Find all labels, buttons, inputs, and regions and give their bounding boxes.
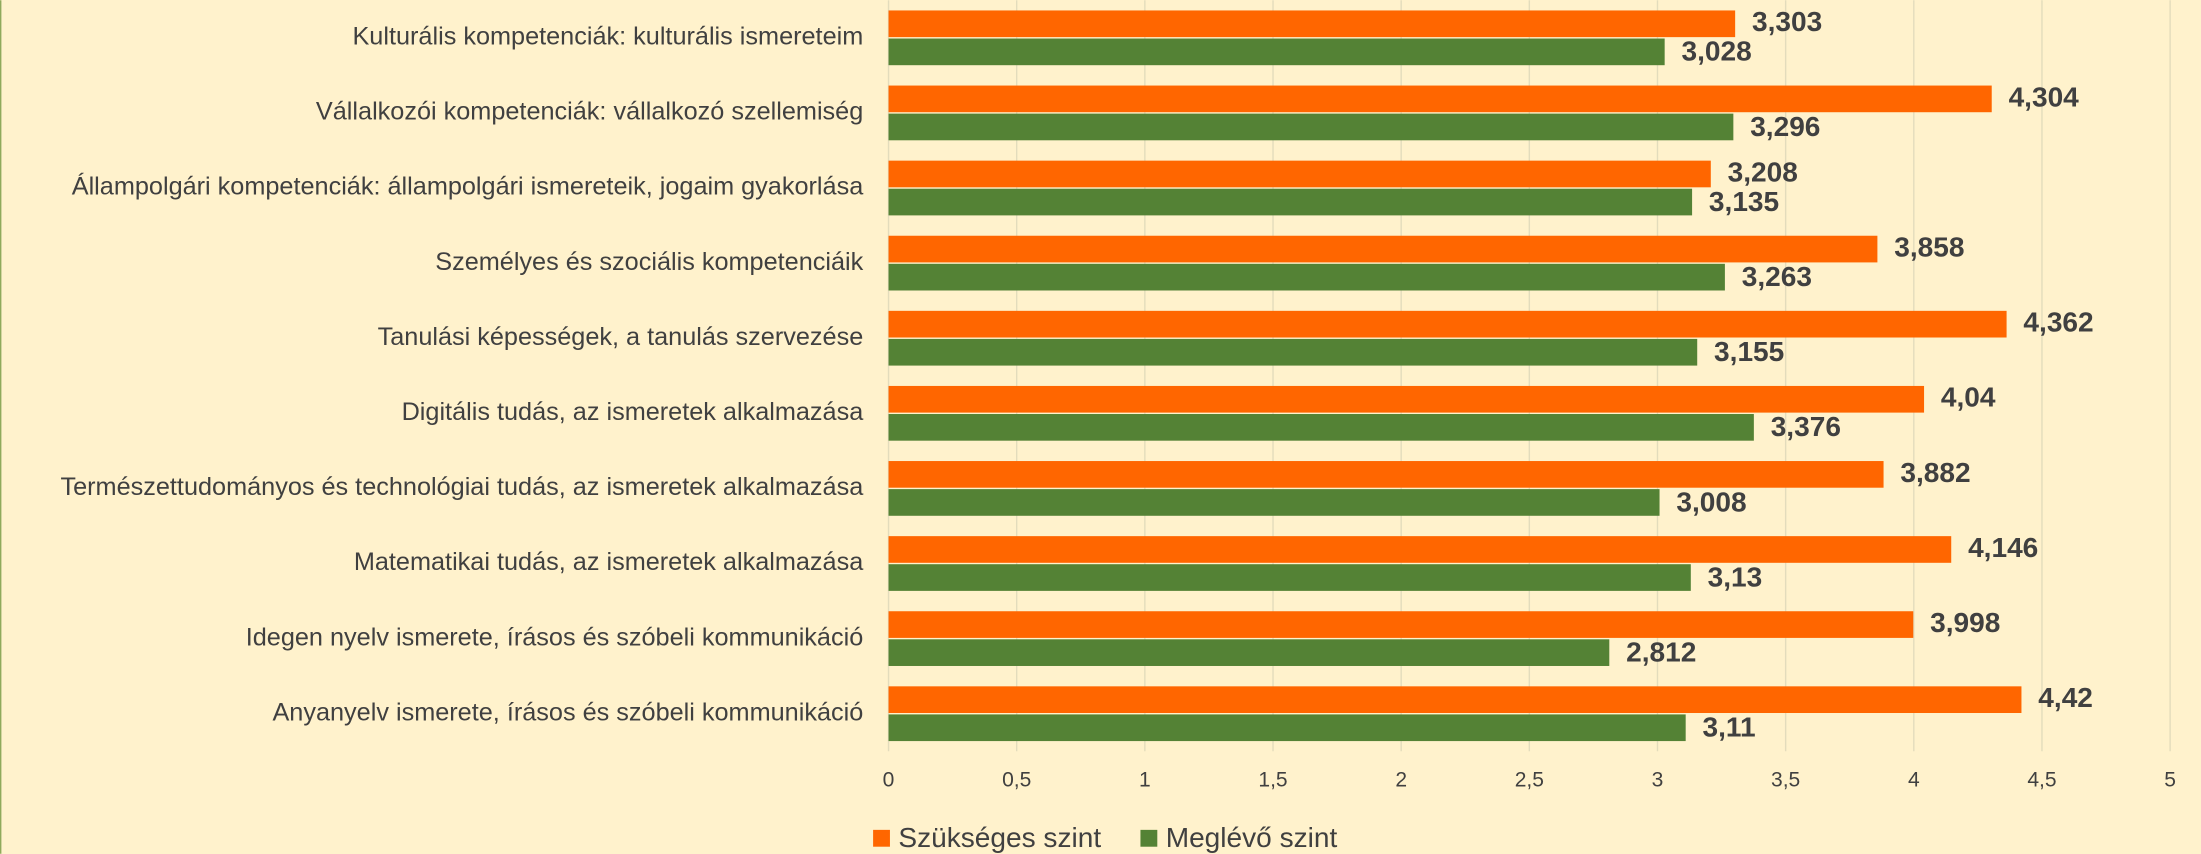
bar — [888, 639, 1610, 666]
bar — [888, 85, 1992, 113]
x-tick-label: 3 — [1652, 768, 1664, 791]
bar — [888, 714, 1686, 742]
y-tick-label: Digitális tudás, az ismeretek alkalmazás… — [402, 398, 865, 426]
bar — [888, 310, 2007, 338]
value-label: 3,008 — [1676, 486, 1746, 517]
x-tick-label: 0,5 — [1002, 768, 1031, 791]
x-tick-label: 4 — [1908, 768, 1920, 791]
value-label: 3,13 — [1708, 561, 1763, 592]
bar — [888, 536, 1952, 563]
legend-label: Szükséges szint — [898, 822, 1101, 853]
legend-swatch — [873, 829, 890, 847]
bar — [888, 611, 1914, 638]
bar — [888, 38, 1665, 66]
bar — [888, 113, 1734, 141]
value-label: 3,155 — [1714, 336, 1784, 367]
y-tick-label: Természettudományos és technológiai tudá… — [60, 473, 864, 501]
x-tick-label: 3,5 — [1771, 768, 1800, 791]
bar — [888, 489, 1660, 516]
y-tick-label: Állampolgári kompetenciák: állampolgári … — [72, 172, 864, 201]
x-tick-label: 2,5 — [1515, 768, 1544, 791]
y-tick-label: Matematikai tudás, az ismeretek alkalmaz… — [354, 548, 864, 576]
bar — [888, 160, 1711, 188]
x-tick-label: 0 — [883, 768, 895, 791]
bar — [888, 338, 1698, 366]
y-tick-label: Tanulási képességek, a tanulás szervezés… — [378, 323, 864, 351]
legend-label: Meglévő szint — [1166, 822, 1338, 853]
bar — [888, 235, 1878, 263]
x-tick-label: 5 — [2164, 768, 2176, 791]
value-label: 3,376 — [1771, 411, 1841, 442]
bar — [888, 188, 1693, 216]
x-tick-label: 4,5 — [2027, 768, 2056, 791]
value-label: 4,04 — [1941, 382, 1996, 413]
value-label: 2,812 — [1626, 636, 1696, 667]
bar — [888, 263, 1725, 291]
value-label: 3,208 — [1728, 156, 1798, 187]
value-label: 4,42 — [2038, 682, 2093, 713]
bar — [888, 385, 1925, 413]
x-tick-label: 1,5 — [1258, 768, 1287, 791]
bar — [888, 564, 1691, 591]
y-tick-label: Kulturális kompetenciák: kulturális isme… — [352, 22, 863, 50]
value-label: 4,362 — [2023, 307, 2093, 338]
x-tick-label: 1 — [1139, 768, 1151, 791]
y-tick-label: Anyanyelv ismerete, írásos és szóbeli ko… — [272, 698, 863, 726]
value-label: 3,296 — [1750, 111, 1820, 142]
y-tick-label: Idegen nyelv ismerete, írásos és szóbeli… — [246, 623, 864, 651]
bar — [888, 686, 2022, 714]
value-label: 4,146 — [1968, 532, 2038, 563]
value-label: 4,304 — [2009, 81, 2080, 112]
value-label: 3,882 — [1900, 457, 1970, 488]
bar — [888, 10, 1736, 38]
value-label: 3,11 — [1703, 712, 1756, 743]
bar — [888, 461, 1884, 488]
value-label: 3,028 — [1682, 36, 1752, 67]
bar — [888, 414, 1754, 441]
y-tick-label: Személyes és szociális kompetenciáik — [435, 248, 863, 276]
value-label: 3,135 — [1709, 186, 1779, 217]
value-label: 3,263 — [1742, 261, 1812, 292]
legend-swatch — [1140, 829, 1158, 847]
value-label: 3,858 — [1894, 232, 1964, 263]
y-tick-label: Vállalkozói kompetenciák: vállalkozó sze… — [316, 98, 863, 126]
value-label: 3,303 — [1752, 6, 1822, 37]
x-tick-label: 2 — [1395, 768, 1407, 791]
value-label: 3,998 — [1930, 607, 2000, 638]
